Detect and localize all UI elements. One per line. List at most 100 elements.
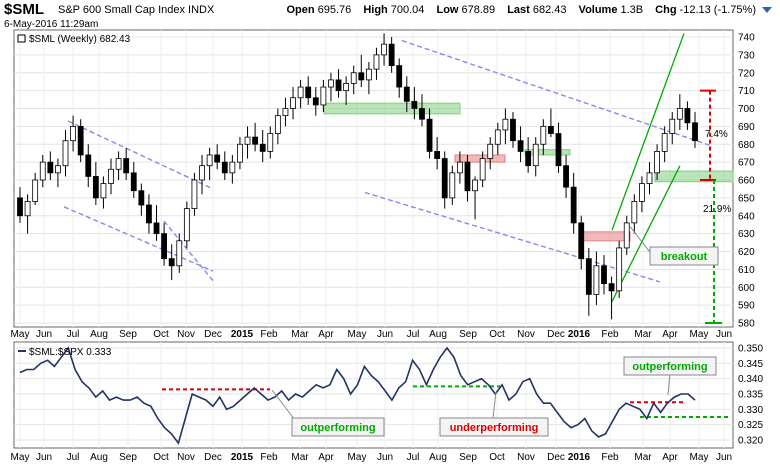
price-x-tick-label: Jun — [377, 329, 393, 340]
chg-label: Chg — [655, 4, 677, 16]
candle-body — [676, 108, 683, 120]
candle-body — [183, 208, 190, 242]
candle-body — [267, 133, 274, 152]
candle-body — [297, 86, 304, 99]
ratio-x-tick-label: Apr — [662, 452, 678, 463]
high-label: High — [363, 4, 388, 16]
price-y-tick-label: 630 — [738, 229, 755, 240]
resistance-zone — [582, 231, 631, 242]
candle-body — [426, 118, 433, 152]
candle-body — [161, 233, 168, 260]
price-x-tick-label: Aug — [429, 329, 447, 340]
trend-channel-line — [611, 33, 685, 231]
candle-body — [616, 247, 623, 292]
candle-body — [578, 222, 585, 260]
candle-body — [449, 172, 456, 199]
callout-box — [439, 417, 549, 437]
ratio-x-tick-label: May — [348, 452, 367, 463]
price-y-tick-label: 730 — [738, 50, 755, 61]
candle-body — [411, 100, 418, 109]
ratio-x-tick-label: Jul — [67, 452, 80, 463]
low-value: 678.89 — [461, 4, 496, 16]
price-y-tick-label: 660 — [738, 176, 755, 187]
candle-body — [108, 168, 114, 184]
price-x-tick-label: Dec — [547, 329, 565, 340]
candle-body — [123, 158, 130, 174]
price-x-tick-label: Oct — [489, 329, 505, 340]
candle-body — [290, 97, 296, 109]
candle-body — [456, 161, 463, 174]
candle-body — [55, 165, 61, 174]
candle-body — [654, 150, 660, 174]
callout-box — [623, 356, 717, 376]
candle-body — [547, 125, 554, 134]
quote-summary: Open 695.76 High 700.04 Low 678.89 Last 682.… — [286, 4, 756, 16]
ratio-x-tick-label: Mar — [291, 452, 309, 463]
candle-body — [502, 118, 509, 131]
price-x-tick-label: Mar — [634, 329, 652, 340]
candle-body — [168, 258, 175, 267]
candle-body — [312, 97, 319, 106]
ratio-y-tick-label: 0.325 — [738, 420, 763, 431]
candle-body — [47, 161, 54, 174]
price-x-tick-label: Nov — [177, 329, 195, 340]
candle-body — [115, 158, 122, 170]
candle-body — [555, 133, 562, 167]
candle-body — [684, 108, 691, 124]
candle-body — [608, 283, 615, 292]
price-x-tick-label: Mar — [291, 329, 309, 340]
price-y-tick-label: 700 — [738, 104, 755, 115]
chart-header: $SML S&P 600 Small Cap Index INDX 6-May-… — [0, 0, 780, 30]
candle-body — [70, 125, 76, 142]
candle-body — [631, 201, 638, 224]
candle-body — [540, 125, 547, 145]
candle-body — [77, 125, 84, 156]
candle-body — [39, 161, 46, 181]
ratio-x-tick-label: Mar — [634, 452, 652, 463]
open-label: Open — [286, 4, 315, 16]
candle-body — [130, 172, 137, 192]
underperforming-label: underperforming — [450, 422, 539, 434]
candle-body — [92, 176, 99, 199]
channel-line — [67, 120, 214, 190]
ratio-x-tick-label: Sep — [119, 452, 137, 463]
candle-body — [585, 258, 592, 295]
candle-body — [358, 72, 365, 81]
support-zone — [524, 149, 571, 156]
candle-body — [479, 158, 486, 181]
candle-body — [525, 150, 532, 167]
channel-line — [163, 220, 215, 283]
price-x-tick-label: Jul — [67, 329, 80, 340]
channel-line — [63, 206, 214, 272]
callout-pointer — [667, 372, 671, 396]
ratio-y-tick-label: 0.350 — [738, 344, 763, 355]
pct-gain-label: 21.9% — [703, 204, 731, 215]
candle-body — [494, 129, 501, 145]
candle-body — [153, 222, 160, 235]
candle-body — [320, 86, 327, 106]
ratio-x-tick-label: Apr — [318, 452, 334, 463]
ratio-y-tick-label: 0.335 — [738, 390, 763, 401]
candle-body — [305, 86, 312, 99]
ratio-x-tick-label: Jul — [407, 452, 420, 463]
candle-body — [661, 133, 668, 152]
candle-body — [259, 143, 266, 152]
candle-body — [570, 186, 577, 224]
legend-swatch — [17, 34, 26, 43]
price-y-tick-label: 610 — [738, 265, 755, 276]
ratio-x-tick-label: May — [690, 452, 709, 463]
price-x-tick-label: Jun — [36, 329, 52, 340]
candle-body — [214, 154, 221, 163]
price-y-tick-label: 640 — [738, 211, 755, 222]
ratio-x-tick-label: 2015 — [231, 452, 254, 463]
candle-body — [62, 140, 69, 167]
candle-body — [434, 150, 441, 159]
candle-body — [510, 118, 516, 142]
chevron-down-icon[interactable] — [762, 7, 772, 13]
ratio-x-tick-label: Jun — [377, 452, 393, 463]
outperforming-label: outperforming — [300, 422, 375, 434]
candle-body — [388, 43, 395, 67]
price-x-tick-label: 2015 — [231, 329, 254, 340]
candle-body — [199, 165, 205, 181]
